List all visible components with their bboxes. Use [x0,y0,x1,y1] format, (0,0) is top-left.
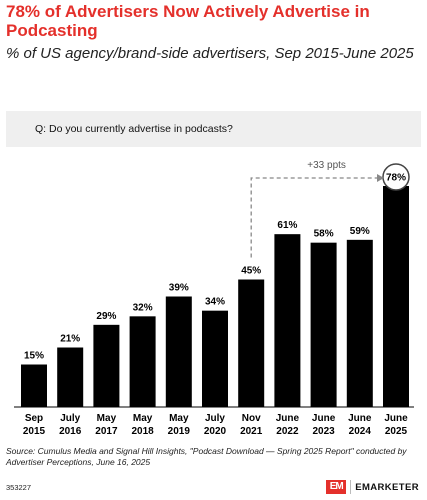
x-tick-label: July [205,413,225,424]
bar [383,186,409,407]
data-label: 39% [169,283,189,294]
x-tick-label: May [97,413,117,424]
data-label: 45% [241,266,261,277]
x-tick-label: 2015 [23,426,46,437]
x-tick-label: June [312,413,336,424]
x-tick-label: May [133,413,153,424]
emarketer-logo: EM EMARKETER [326,480,419,494]
chart-subtitle: % of US agency/brand-side advertisers, S… [6,45,414,62]
annotation-label: +33 ppts [307,160,346,171]
x-tick-label: Nov [242,413,261,424]
data-label: 59% [350,226,370,237]
x-tick-label: 2025 [385,426,408,437]
x-tick-label: June [384,413,408,424]
x-tick-label: 2017 [95,426,118,437]
bar [346,239,373,407]
data-label: 58% [314,229,334,240]
x-tick-label: June [276,413,300,424]
x-tick-label: 2018 [131,426,154,437]
bar [238,279,265,407]
data-label: 34% [205,297,225,308]
logo-text: EMARKETER [355,481,419,493]
data-label: 21% [60,334,80,345]
bar-chart: 15% Sep 2015 21% July 2016 29% May 2017 32% May 201… [14,160,414,437]
data-label: 15% [24,351,44,362]
chart-title: 78% of Advertisers Now Actively Advertis… [6,2,370,40]
x-tick-label: 2016 [59,426,82,437]
chart-id: 353227 [6,483,32,492]
bar [57,347,84,407]
x-tick-label: June [348,413,372,424]
bar [93,324,120,407]
highlight-circle [382,163,410,191]
x-tick-label: Sep [25,413,43,424]
logo-mark: EM [326,480,347,494]
source-note: Source: Cumulus Media and Signal Hill In… [6,446,407,467]
bar [21,364,47,407]
survey-question: Q: Do you currently advertise in podcast… [6,111,421,147]
x-tick-label: 2021 [240,426,263,437]
x-tick-label: 2019 [168,426,191,437]
annotation-arrowhead [377,174,384,182]
bar [165,296,192,407]
x-tick-label: 2022 [276,426,299,437]
logo-divider [350,480,352,494]
data-label: 61% [277,220,297,231]
highlight-label: 78% [386,173,406,184]
bar [310,242,337,407]
bar [129,316,156,407]
data-label: 29% [96,311,116,322]
annotation-arrow [250,177,378,258]
x-tick-label: 2023 [312,426,335,437]
x-tick-label: July [60,413,80,424]
x-tick-label: May [169,413,189,424]
bar [274,234,301,407]
data-label: 32% [133,302,153,313]
bar [202,310,228,407]
x-tick-label: 2020 [204,426,227,437]
x-tick-label: 2024 [349,426,372,437]
